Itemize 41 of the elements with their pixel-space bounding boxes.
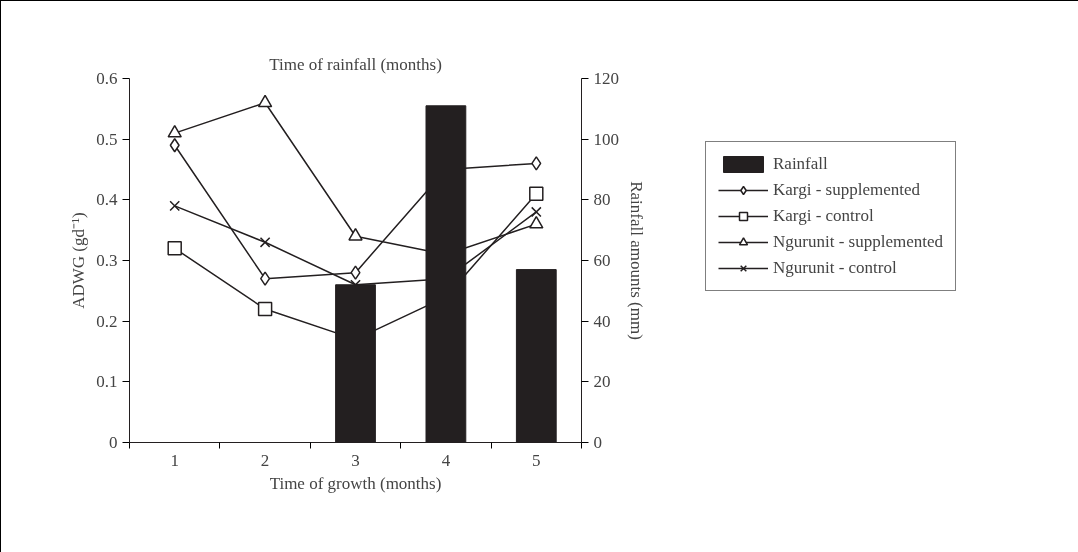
point bbox=[169, 200, 181, 212]
point bbox=[530, 206, 542, 218]
y2-tick-label: 100 bbox=[593, 129, 619, 149]
y-tick-label: 0.5 bbox=[96, 129, 118, 149]
x-axis-title: Time of growth (months) bbox=[269, 473, 442, 493]
y2-tick-label: 20 bbox=[593, 372, 611, 392]
y-axis-title: ADWG (gd⁻¹) bbox=[69, 212, 89, 309]
y-tick-label: 0.1 bbox=[96, 372, 118, 392]
y2-tick-label: 40 bbox=[593, 311, 611, 331]
point bbox=[167, 124, 182, 138]
y2-tick-label: 80 bbox=[593, 190, 611, 210]
legend-label: Kargi - control bbox=[773, 206, 874, 226]
x-tick-label: 1 bbox=[170, 450, 179, 470]
point bbox=[348, 227, 363, 241]
point bbox=[257, 94, 273, 108]
y-tick-label: 0.3 bbox=[96, 251, 118, 270]
point bbox=[257, 301, 273, 317]
chart-title: Time of rainfall (months) bbox=[269, 54, 442, 74]
point bbox=[167, 241, 182, 256]
y-tick-label: 0.2 bbox=[96, 311, 118, 331]
legend-label: Ngurunit - control bbox=[773, 258, 897, 278]
point bbox=[529, 215, 544, 229]
point bbox=[350, 265, 361, 280]
point bbox=[260, 271, 271, 286]
point bbox=[529, 186, 544, 202]
y-tick-label: 0 bbox=[109, 433, 118, 452]
x-tick-label: 2 bbox=[260, 450, 270, 470]
legend-label: Kargi - supplemented bbox=[773, 180, 920, 200]
legend-label: Ngurunit - supplemented bbox=[773, 232, 943, 252]
point bbox=[531, 156, 542, 171]
y-tick-label: 0.4 bbox=[96, 190, 118, 210]
y2-axis-title: Rainfall amounts (mm) bbox=[627, 181, 646, 340]
x-tick-label: 3 bbox=[351, 450, 360, 470]
y2-tick-label: 120 bbox=[593, 69, 619, 88]
x-tick-label: 4 bbox=[441, 450, 451, 470]
point bbox=[259, 236, 271, 248]
legend-label: Rainfall bbox=[773, 154, 828, 174]
x-tick-label: 5 bbox=[532, 450, 541, 470]
y2-tick-label: 60 bbox=[593, 251, 611, 270]
y-tick-label: 0.6 bbox=[96, 69, 118, 88]
y2-tick-label: 0 bbox=[593, 433, 602, 452]
